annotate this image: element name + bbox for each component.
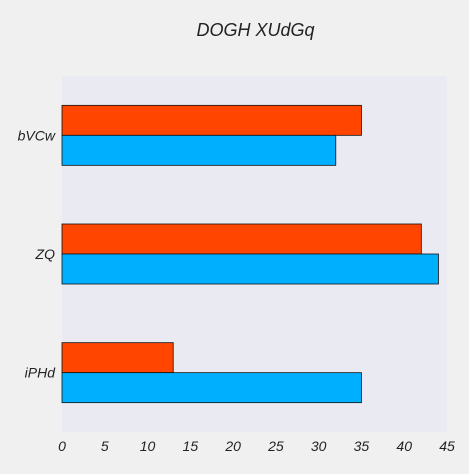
- bar-iPHd-series-2: [61, 342, 174, 374]
- bars-group: [61, 104, 439, 404]
- x-tick-label-30: 30: [311, 438, 327, 454]
- x-axis-tick-labels: 0 5 10 15 20 25 30 35 40 45: [58, 438, 455, 454]
- x-tick-label-35: 35: [354, 438, 370, 454]
- y-tick-label-iPHd: iPHd: [25, 365, 57, 381]
- x-tick-label-20: 20: [224, 438, 241, 454]
- bar-bVCw-series-1: [61, 134, 337, 166]
- x-tick-label-40: 40: [396, 438, 412, 454]
- y-axis-tick-labels: bVCw ZQ iPHd: [18, 127, 57, 380]
- bar-iPHd-series-1: [61, 372, 362, 404]
- x-tick-label-45: 45: [439, 438, 455, 454]
- bar-bVCw-series-2: [61, 104, 362, 136]
- chart-title: DOGH XUdGq: [196, 20, 314, 40]
- bar-ZQ-series-1: [61, 253, 439, 285]
- x-tick-label-25: 25: [267, 438, 284, 454]
- x-tick-label-5: 5: [101, 438, 109, 454]
- x-tick-label-15: 15: [183, 438, 199, 454]
- x-tick-label-0: 0: [58, 438, 66, 454]
- y-tick-label-bVCw: bVCw: [18, 127, 56, 143]
- bar-ZQ-series-2: [61, 223, 422, 255]
- y-tick-label-ZQ: ZQ: [35, 246, 56, 262]
- x-tick-label-10: 10: [140, 438, 156, 454]
